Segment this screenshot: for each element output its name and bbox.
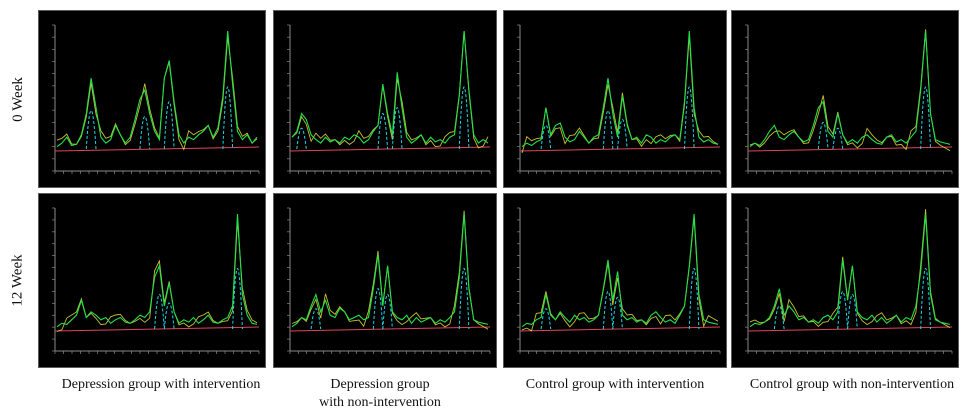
chart-panel-0-week-control-non-intervention — [731, 10, 959, 188]
raw-signal-trace — [521, 35, 719, 154]
baseline-line — [289, 326, 491, 332]
row-label-12-week: 12 Week — [0, 193, 36, 368]
fitted-peak — [85, 110, 97, 150]
caption-control-non-intervention: Control group with non-intervention — [728, 376, 976, 394]
caption-line: with non-intervention — [319, 395, 441, 410]
fitted-peak — [612, 296, 623, 330]
caption-line: Control group with non-intervention — [749, 377, 955, 392]
spectrum-trace — [291, 30, 489, 145]
fitted-peak — [222, 86, 234, 150]
caption-line: Control group with intervention — [525, 377, 705, 392]
fitted-peak — [540, 308, 552, 330]
fitted-peak — [847, 293, 858, 330]
spectrum-plot — [52, 207, 260, 354]
fitted-peak — [458, 268, 470, 330]
spectrum-plot — [52, 24, 260, 174]
fitted-peak — [920, 86, 931, 150]
caption-depression-intervention: Depression group with intervention — [38, 376, 284, 394]
raw-signal-trace — [749, 29, 951, 152]
fitted-peak — [817, 122, 829, 150]
baseline-line — [747, 146, 953, 152]
fitted-peak — [684, 86, 695, 150]
fitted-peak — [310, 308, 322, 330]
baseline-line — [289, 146, 491, 152]
baseline-line — [747, 326, 953, 332]
fitted-peak — [163, 101, 175, 150]
spectrum-trace — [749, 213, 951, 328]
raw-signal-trace — [56, 220, 258, 332]
baseline-line — [54, 326, 260, 332]
spectrum-plot — [517, 207, 721, 354]
fitted-peak — [920, 268, 931, 330]
raw-signal-trace — [749, 209, 951, 328]
chart-panel-12-week-depression-non-intervention — [273, 193, 497, 368]
row-label-0-week: 0 Week — [0, 10, 36, 188]
fitted-peak — [139, 116, 151, 150]
fitted-peak — [296, 127, 307, 150]
fitted-peak — [163, 302, 175, 330]
fitted-peak — [832, 127, 844, 150]
fitted-peak — [382, 293, 393, 330]
spectrum-plot — [517, 24, 721, 174]
spectrum-plot — [287, 24, 491, 174]
raw-signal-trace — [291, 30, 489, 149]
fitted-peak — [540, 125, 552, 150]
spectrum-trace — [291, 213, 489, 328]
caption-control-intervention: Control group with intervention — [503, 376, 727, 394]
spectrum-plot — [287, 207, 491, 354]
chart-panel-12-week-depression-intervention — [38, 193, 266, 368]
chart-panel-0-week-depression-non-intervention — [273, 10, 497, 188]
chart-panel-12-week-control-non-intervention — [731, 193, 959, 368]
chart-panel-0-week-control-intervention — [503, 10, 727, 188]
chart-panel-0-week-depression-intervention — [38, 10, 266, 188]
spectrum-trace — [521, 30, 719, 148]
baseline-line — [519, 326, 721, 332]
fitted-peak — [154, 293, 165, 330]
fitted-peak — [837, 291, 849, 330]
chart-panel-12-week-control-intervention — [503, 193, 727, 368]
spectrum-trace — [56, 213, 258, 328]
caption-line: Depression group — [330, 377, 430, 392]
row-label-text: 0 Week — [9, 76, 26, 122]
row-label-text: 12 Week — [9, 254, 26, 307]
spectrum-trace — [521, 213, 719, 328]
caption-line: Depression group with intervention — [61, 377, 261, 392]
fitted-peak — [617, 118, 628, 150]
fitted-peak — [602, 291, 614, 330]
spectrum-trace — [749, 30, 951, 148]
baseline-line — [519, 146, 721, 152]
spectrum-plot — [745, 24, 953, 174]
fitted-peak — [602, 110, 614, 150]
fitted-peak — [232, 268, 243, 330]
baseline-line — [54, 146, 260, 152]
fitted-peak — [391, 107, 403, 150]
fitted-peak — [458, 86, 470, 150]
fitted-peak — [377, 113, 389, 150]
spectrum-plot — [745, 207, 953, 354]
fitted-peak — [372, 288, 384, 330]
fitted-peak — [773, 305, 785, 330]
caption-depression-non-intervention: Depression group with non-intervention — [278, 376, 482, 412]
spectrum-trace — [56, 30, 258, 148]
fitted-peak — [688, 268, 700, 330]
